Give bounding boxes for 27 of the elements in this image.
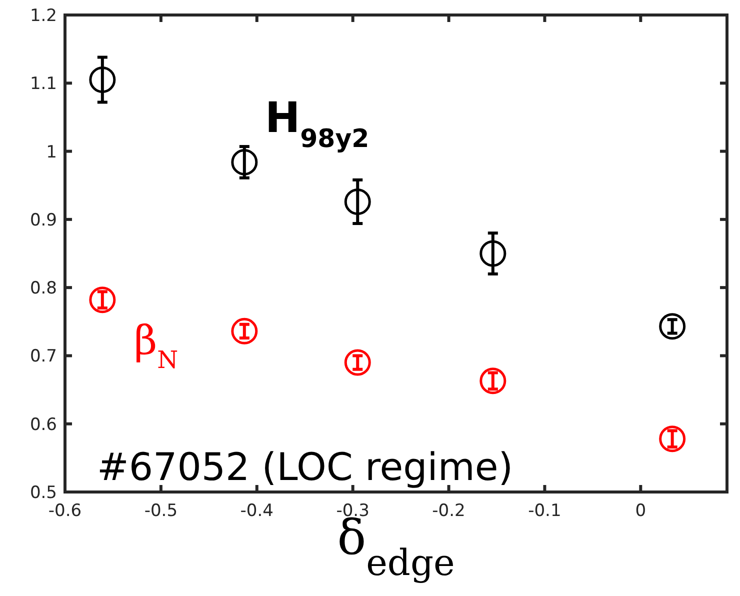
- x-tick-label: -0.2: [432, 501, 466, 521]
- x-tick-label: -0.6: [48, 501, 82, 521]
- point: [480, 240, 506, 267]
- point: [89, 286, 116, 314]
- y-tick-label: 0.8: [30, 278, 57, 299]
- y-tick-label: 0.9: [30, 210, 57, 230]
- x-tick-label: 0: [635, 501, 646, 521]
- series-label: H$_{98y2}$: [265, 93, 370, 152]
- y-tick-label: 0.6: [30, 414, 57, 435]
- point: [344, 188, 371, 215]
- y-tick-label: 0.5: [30, 483, 57, 503]
- point: [659, 313, 686, 340]
- y-tick-label: 0.7: [30, 346, 57, 367]
- point: [480, 368, 506, 394]
- series-label: β$_{N}$: [134, 318, 178, 374]
- annotation: #67052 (LOC regime): [97, 445, 514, 489]
- x-tick-label: -0.5: [144, 501, 178, 521]
- point: [659, 426, 686, 452]
- y-tick-label: 1.1: [30, 74, 57, 94]
- x-tick-label: -0.1: [528, 501, 562, 521]
- y-tick-label: 1.2: [30, 6, 57, 26]
- point: [89, 66, 116, 93]
- point: [231, 318, 258, 344]
- point: [231, 148, 258, 176]
- y-tick-label: 1: [46, 142, 57, 162]
- x-tick-label: -0.4: [240, 501, 274, 521]
- point: [344, 349, 371, 376]
